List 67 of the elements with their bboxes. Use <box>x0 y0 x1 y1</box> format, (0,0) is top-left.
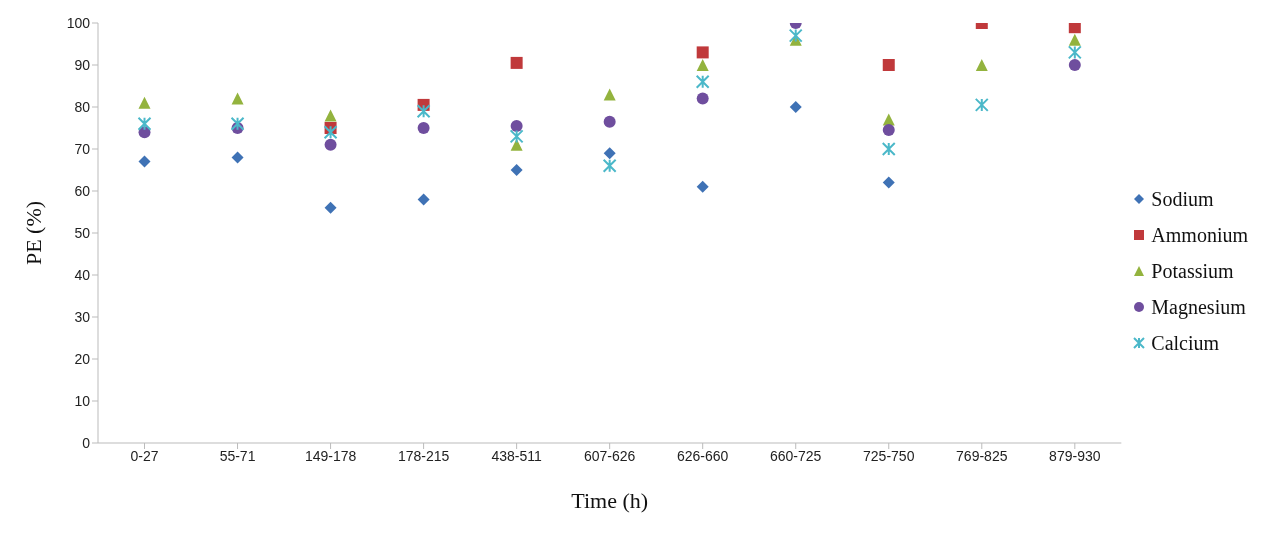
x-tick-label: 55-71 <box>219 447 256 464</box>
point <box>138 96 151 109</box>
x-tick-label: 178-215 <box>397 447 450 464</box>
legend-label: Sodium <box>1151 186 1214 212</box>
point <box>510 164 523 176</box>
point <box>882 176 895 189</box>
x-tick-label: 0-27 <box>130 447 159 464</box>
point <box>231 92 244 105</box>
point <box>882 124 895 137</box>
point <box>603 88 616 101</box>
y-tick-label: 20 <box>74 350 91 367</box>
point <box>1068 23 1081 34</box>
point <box>510 119 523 132</box>
x-tick-label: 438-511 <box>491 447 543 464</box>
point <box>324 201 337 214</box>
legend-label: Ammonium <box>1151 222 1248 248</box>
point <box>603 147 616 160</box>
point <box>230 116 245 131</box>
point <box>1068 33 1081 46</box>
point <box>696 92 709 105</box>
point <box>882 59 895 71</box>
y-tick-label: 100 <box>66 14 91 31</box>
point <box>137 116 152 131</box>
y-tick-label: 40 <box>74 266 91 283</box>
x-tick-label: 769-825 <box>956 447 1008 464</box>
point <box>974 97 989 112</box>
y-tick-label: 90 <box>74 56 91 73</box>
point <box>510 56 523 69</box>
point <box>695 74 710 89</box>
x-axis-title: Time (h) <box>571 488 649 513</box>
point <box>696 180 709 193</box>
point <box>1067 45 1082 60</box>
x-tick-label: 149-178 <box>304 447 357 464</box>
legend-label: Calcium <box>1151 330 1220 356</box>
point <box>417 122 430 134</box>
point <box>138 155 151 168</box>
y-tick-label: 60 <box>74 182 91 199</box>
y-tick-label: 70 <box>74 140 91 157</box>
point <box>509 129 524 144</box>
point <box>1068 59 1081 71</box>
point <box>323 125 338 140</box>
point <box>324 138 337 151</box>
legend-label: Magnesium <box>1151 294 1246 321</box>
x-tick-label: 879-930 <box>1049 447 1101 464</box>
x-tick-label: 626-660 <box>677 447 729 464</box>
y-tick-label: 50 <box>74 224 91 241</box>
x-tick-label: 725-750 <box>863 447 915 464</box>
y-tick-label: 30 <box>74 308 91 325</box>
point <box>788 28 803 43</box>
y-axis-title: PE (%) <box>20 200 46 266</box>
point <box>696 59 709 71</box>
point <box>975 59 988 71</box>
point <box>417 193 430 206</box>
point <box>603 115 616 128</box>
point <box>881 142 896 156</box>
point <box>324 109 337 122</box>
point <box>789 101 802 113</box>
y-tick-label: 10 <box>74 392 91 409</box>
legend-label: Potassium <box>1151 258 1234 284</box>
y-tick-label: 0 <box>82 434 91 451</box>
x-tick-label: 607-626 <box>583 447 636 464</box>
point <box>416 104 431 119</box>
point <box>696 46 709 59</box>
point <box>231 151 244 164</box>
y-tick-label: 80 <box>74 98 91 115</box>
point <box>602 158 617 173</box>
x-tick-label: 660-725 <box>770 447 822 464</box>
